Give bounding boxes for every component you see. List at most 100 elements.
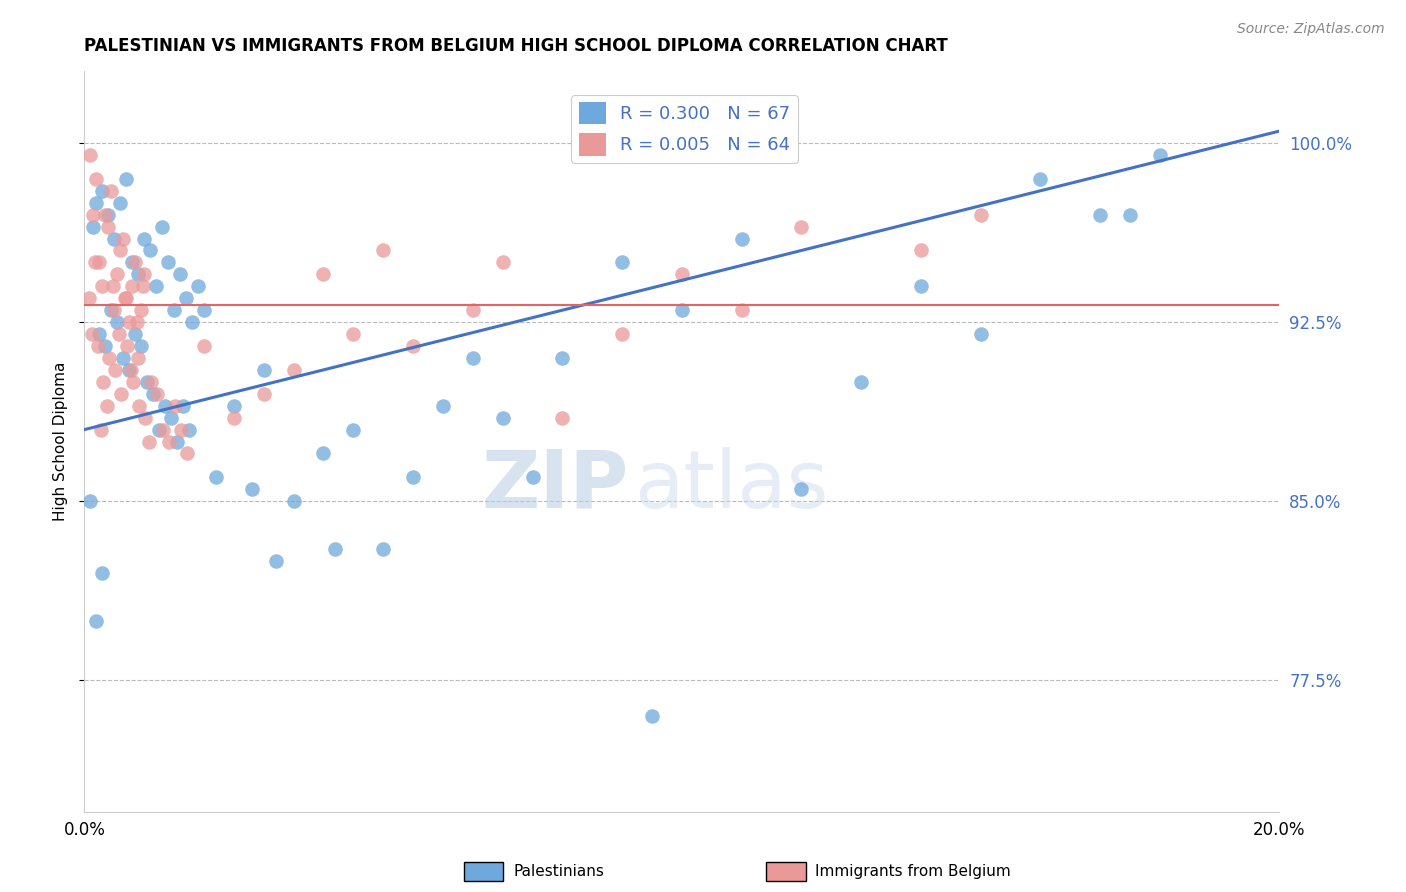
Point	[100, 184, 122, 198]
Point	[128, 399, 150, 413]
Point	[671, 303, 693, 318]
Point	[612, 255, 634, 269]
Point	[89, 327, 111, 342]
Point	[86, 339, 108, 353]
Point	[84, 255, 107, 269]
Text: PALESTINIAN VS IMMIGRANTS FROM BELGIUM HIGH SCHOOL DIPLOMA CORRELATION CHART: PALESTINIAN VS IMMIGRANTS FROM BELGIUM H…	[84, 37, 948, 54]
Point	[112, 351, 135, 365]
Point	[132, 268, 156, 282]
Point	[91, 279, 114, 293]
Text: atlas: atlas	[634, 447, 828, 525]
Point	[139, 244, 162, 258]
Point	[731, 231, 754, 245]
Point	[970, 208, 993, 222]
Point	[121, 279, 143, 293]
Point	[153, 399, 176, 413]
Point	[80, 327, 103, 342]
Point	[90, 423, 112, 437]
Point	[160, 410, 183, 425]
Point	[110, 195, 132, 210]
Point	[110, 244, 132, 258]
Point	[432, 399, 454, 413]
Point	[115, 171, 138, 186]
Point	[148, 423, 170, 437]
Point	[641, 709, 664, 723]
Point	[790, 219, 813, 234]
Legend: R = 0.300   N = 67, R = 0.005   N = 64: R = 0.300 N = 67, R = 0.005 N = 64	[571, 95, 797, 162]
Point	[163, 303, 186, 318]
Point	[461, 303, 484, 318]
Text: Immigrants from Belgium: Immigrants from Belgium	[815, 864, 1011, 879]
Point	[612, 327, 634, 342]
Point	[551, 351, 574, 365]
Point	[129, 303, 152, 318]
Point	[134, 410, 156, 425]
Point	[86, 195, 108, 210]
Point	[103, 303, 125, 318]
Point	[264, 554, 287, 568]
Point	[101, 279, 124, 293]
Point	[105, 268, 128, 282]
Point	[89, 255, 111, 269]
Point	[731, 303, 754, 318]
Point	[145, 279, 167, 293]
Point	[127, 351, 149, 365]
Point	[98, 351, 121, 365]
Point	[551, 410, 574, 425]
Point	[118, 315, 141, 329]
Point	[187, 279, 209, 293]
Point	[86, 614, 108, 628]
Point	[193, 339, 215, 353]
Point	[169, 268, 191, 282]
Point	[97, 208, 120, 222]
Point	[94, 339, 117, 353]
Point	[166, 434, 188, 449]
Point	[181, 315, 204, 329]
Point	[138, 434, 160, 449]
Point	[402, 470, 425, 484]
Point	[141, 375, 163, 389]
Point	[342, 327, 364, 342]
Point	[103, 231, 125, 245]
Point	[177, 423, 200, 437]
Point	[94, 208, 117, 222]
Y-axis label: High School Diploma: High School Diploma	[53, 362, 69, 521]
Point	[193, 303, 215, 318]
Point	[492, 410, 515, 425]
Point	[104, 363, 127, 377]
Text: ZIP: ZIP	[481, 447, 628, 525]
Point	[124, 255, 146, 269]
Point	[79, 494, 101, 508]
Point	[373, 244, 395, 258]
Point	[176, 446, 198, 460]
Point	[125, 315, 148, 329]
Point	[492, 255, 515, 269]
Point	[461, 351, 484, 365]
Point	[86, 171, 108, 186]
Point	[312, 446, 335, 460]
Point	[82, 208, 104, 222]
Point	[851, 375, 873, 389]
Point	[122, 375, 145, 389]
Point	[117, 339, 139, 353]
Text: Source: ZipAtlas.com: Source: ZipAtlas.com	[1237, 22, 1385, 37]
Point	[115, 291, 138, 305]
Point	[157, 434, 180, 449]
Point	[174, 291, 197, 305]
Point	[222, 399, 245, 413]
Point	[671, 268, 693, 282]
Point	[108, 327, 131, 342]
Point	[129, 339, 152, 353]
Point	[146, 386, 169, 401]
Point	[110, 386, 132, 401]
Point	[124, 327, 146, 342]
Point	[1029, 171, 1052, 186]
Point	[910, 279, 932, 293]
Point	[1149, 148, 1171, 162]
Point	[253, 386, 276, 401]
Point	[253, 363, 276, 377]
Point	[1119, 208, 1142, 222]
Point	[114, 291, 136, 305]
Point	[222, 410, 245, 425]
Point	[77, 291, 100, 305]
